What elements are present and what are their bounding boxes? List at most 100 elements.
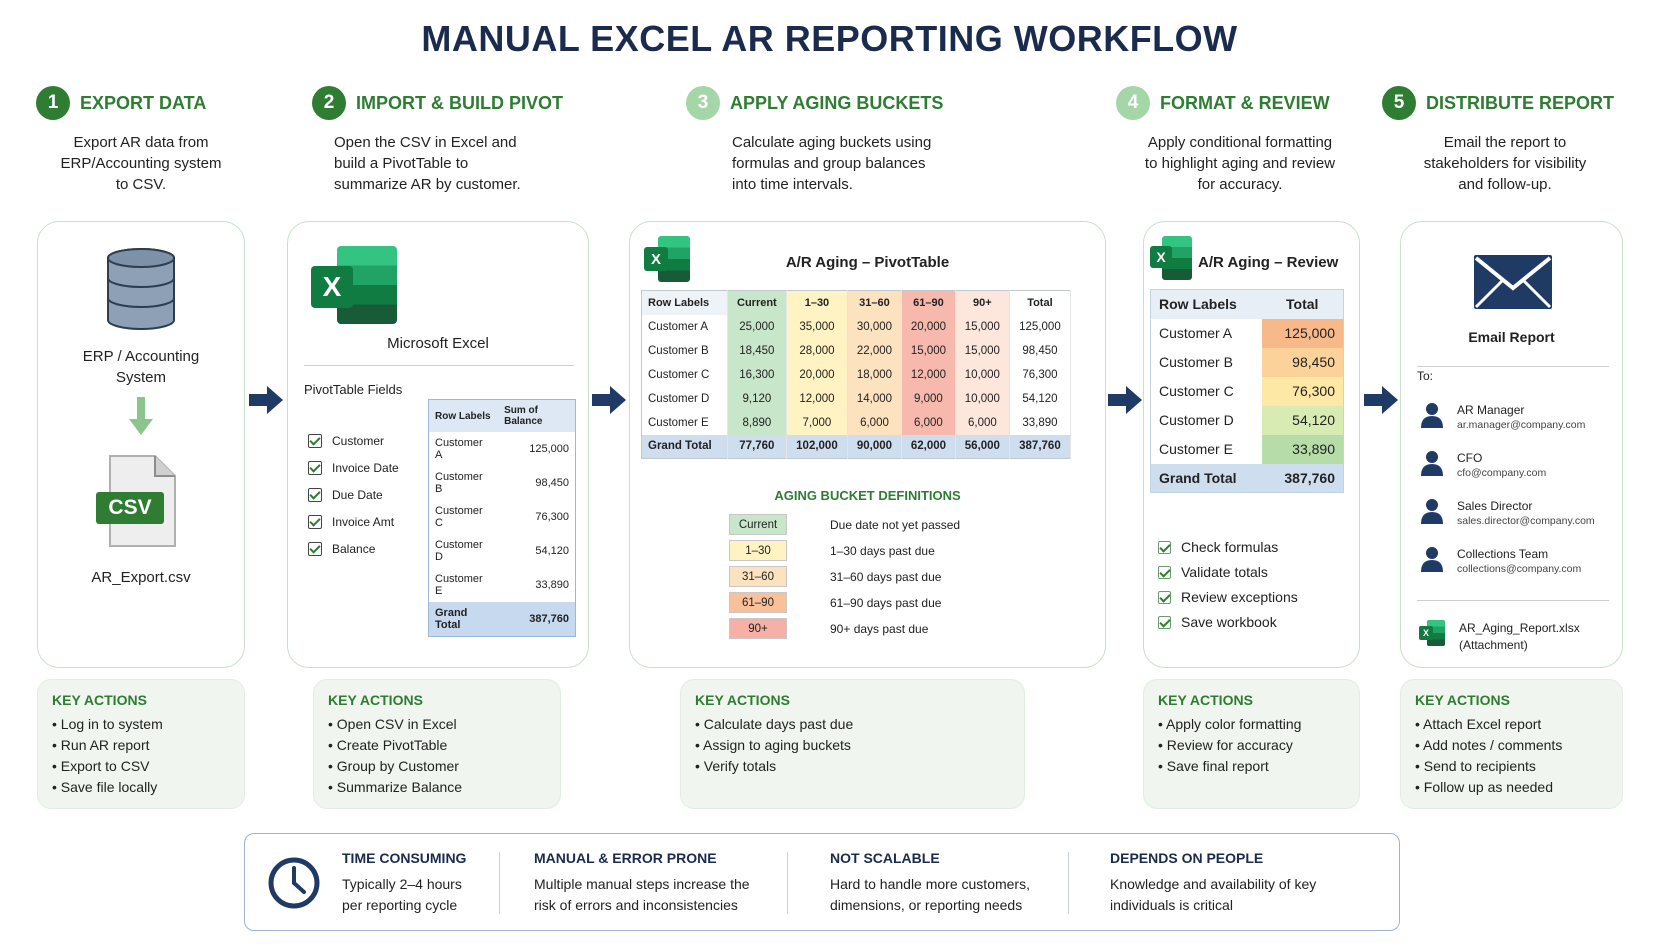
step-5-description: Email the report to stakeholders for visi…: [1423, 134, 1587, 193]
step-2-header: 2 IMPORT & BUILD PIVOT: [312, 86, 563, 120]
divider: [787, 852, 788, 914]
definition-row: 31–60 31–60 days past due: [729, 566, 941, 587]
csv-file-icon: CSV: [96, 454, 180, 549]
checkbox[interactable]: [308, 542, 322, 556]
divider: [304, 365, 574, 366]
check-item[interactable]: Save workbook: [1158, 614, 1277, 630]
table-row: Customer E 33,890: [1151, 434, 1344, 464]
file-name: AR_Export.csv: [91, 569, 191, 586]
pivot-field[interactable]: Invoice Date: [308, 461, 399, 475]
pivot-field[interactable]: Customer: [308, 434, 384, 448]
step-number: 2: [312, 86, 346, 120]
person-icon: [1421, 499, 1443, 524]
step-2-description: Open the CSV in Excel and build a PivotTa…: [334, 134, 521, 193]
person-icon: [1421, 403, 1443, 428]
checkbox[interactable]: [1158, 615, 1171, 629]
aging-pivot-table: Row Labels Current 1–30 31–60 61–90 90+ …: [641, 290, 1072, 459]
key-actions-1: KEY ACTIONS Log in to systemRun AR repor…: [37, 679, 245, 809]
grand-total-row: Grand Total 387,760: [428, 602, 576, 637]
person-icon: [1421, 451, 1443, 476]
check-item[interactable]: Validate totals: [1158, 564, 1268, 580]
format-review-card: X A/R Aging – Review Row Labels Total Cus…: [1143, 221, 1360, 668]
grand-total-row: Grand Total 77,760 102,000 90,000 62,000 56,0…: [641, 434, 1072, 459]
table-row: Customer C 76,300: [435, 505, 569, 529]
checkbox[interactable]: [308, 488, 322, 502]
pivot-fields-title: PivotTable Fields: [304, 382, 403, 397]
step-number: 3: [686, 86, 720, 120]
issue-depends-on-people: DEPENDS ON PEOPLE Knowledge and availabi…: [1110, 850, 1317, 913]
step-3-description: Calculate aging buckets using formulas an…: [732, 134, 932, 193]
aging-pivot-title: A/R Aging – PivotTable: [785, 254, 950, 271]
definition-row: 90+ 90+ days past due: [729, 618, 928, 639]
right-arrow-icon: [249, 386, 283, 414]
key-actions-3: KEY ACTIONS Calculate days past dueAssig…: [680, 679, 1025, 809]
csv-badge: CSV: [96, 492, 164, 524]
issue-time-consuming: TIME CONSUMING Typically 2–4 hours per r…: [342, 850, 467, 913]
table-row: Customer C 76,300: [1151, 376, 1344, 406]
table-row: Customer D 9,120 12,000 14,000 9,000 10,000 54…: [641, 386, 1072, 411]
key-actions-4: KEY ACTIONS Apply color formattingReview…: [1143, 679, 1360, 809]
key-actions-2: KEY ACTIONS Open CSV in ExcelCreate Pivo…: [313, 679, 561, 809]
excel-icon: X: [644, 236, 692, 282]
definition-row: Current Due date not yet passed: [729, 514, 960, 535]
step-title: DISTRIBUTE REPORT: [1426, 92, 1615, 113]
table-row: Customer C 16,300 20,000 18,000 12,000 10,000…: [641, 362, 1072, 387]
issue-error-prone: MANUAL & ERROR PRONE Multiple manual ste…: [534, 850, 750, 913]
pivot-field[interactable]: Balance: [308, 542, 375, 556]
aging-buckets-card: X A/R Aging – PivotTable Row Labels Curr…: [629, 221, 1106, 668]
excel-icon: X: [1419, 620, 1445, 646]
down-arrow-icon: [129, 397, 153, 435]
table-row: Customer D 54,120: [1151, 405, 1344, 435]
table-row: Customer B 98,450: [1151, 347, 1344, 377]
table-row: Customer B 18,450 28,000 22,000 15,000 15,000…: [641, 338, 1072, 363]
distribute-card: Email Report To: AR Manager ar.manager@co…: [1400, 221, 1623, 668]
checkbox[interactable]: [308, 461, 322, 475]
issues-bar: TIME CONSUMING Typically 2–4 hours per r…: [244, 833, 1400, 931]
step-title: APPLY AGING BUCKETS: [730, 92, 944, 113]
recipient: AR Manager ar.manager@company.com: [1421, 402, 1585, 433]
step-4-header: 4 FORMAT & REVIEW: [1116, 86, 1330, 120]
step-title: EXPORT DATA: [80, 92, 207, 113]
pivot-field[interactable]: Invoice Amt: [308, 515, 394, 529]
check-item[interactable]: Review exceptions: [1158, 589, 1298, 605]
step-title: FORMAT & REVIEW: [1160, 92, 1330, 113]
issue-not-scalable: NOT SCALABLE Hard to handle more custome…: [830, 850, 1030, 913]
recipient: CFO cfo@company.com: [1421, 450, 1546, 481]
divider: [1417, 366, 1609, 367]
to-label: To:: [1417, 369, 1434, 383]
review-table: Row Labels Total Customer A 125,000 Custom…: [1150, 289, 1344, 493]
checkbox[interactable]: [308, 434, 322, 448]
right-arrow-icon: [1108, 386, 1142, 414]
key-actions-5: KEY ACTIONS Attach Excel reportAdd notes…: [1400, 679, 1623, 809]
table-row: Customer E 33,890: [435, 573, 569, 597]
right-arrow-icon: [1364, 386, 1398, 414]
table-row: Customer A 125,000: [1151, 318, 1344, 348]
divider: [1068, 852, 1069, 914]
email-report-title: Email Report: [1468, 329, 1555, 345]
step-number: 5: [1382, 86, 1416, 120]
table-row: Customer A 25,000 35,000 30,000 20,000 15,000…: [641, 314, 1072, 339]
pivot-field[interactable]: Due Date: [308, 488, 383, 502]
checkbox[interactable]: [308, 515, 322, 529]
review-title: A/R Aging – Review: [1198, 254, 1339, 271]
clock-icon: [268, 857, 320, 909]
checkbox[interactable]: [1158, 590, 1171, 604]
definitions-title: AGING BUCKET DEFINITIONS: [774, 488, 961, 503]
grand-total-row: Grand Total 387,760: [1150, 463, 1344, 493]
table-row: Customer D 54,120: [435, 539, 569, 563]
check-item[interactable]: Check formulas: [1158, 539, 1278, 555]
excel-app-name: Microsoft Excel: [387, 335, 489, 352]
step-4-description: Apply conditional formatting to highlight…: [1144, 134, 1336, 193]
excel-icon: X: [1150, 236, 1194, 280]
page-title: MANUAL EXCEL AR REPORTING WORKFLOW: [421, 18, 1238, 59]
recipient: Collections Team collections@company.com: [1421, 546, 1581, 577]
table-row: Customer B 98,450: [435, 471, 569, 495]
export-card: ERP / Accounting System CSV AR_Export.cs…: [37, 221, 245, 668]
checkbox[interactable]: [1158, 540, 1171, 554]
attachment[interactable]: X AR_Aging_Report.xlsx (Attachment): [1419, 620, 1580, 654]
step-1-header: 1 EXPORT DATA: [36, 86, 206, 120]
step-5-header: 5 DISTRIBUTE REPORT: [1382, 86, 1614, 120]
definition-row: 1–30 1–30 days past due: [729, 540, 935, 561]
step-number: 4: [1116, 86, 1150, 120]
checkbox[interactable]: [1158, 565, 1171, 579]
